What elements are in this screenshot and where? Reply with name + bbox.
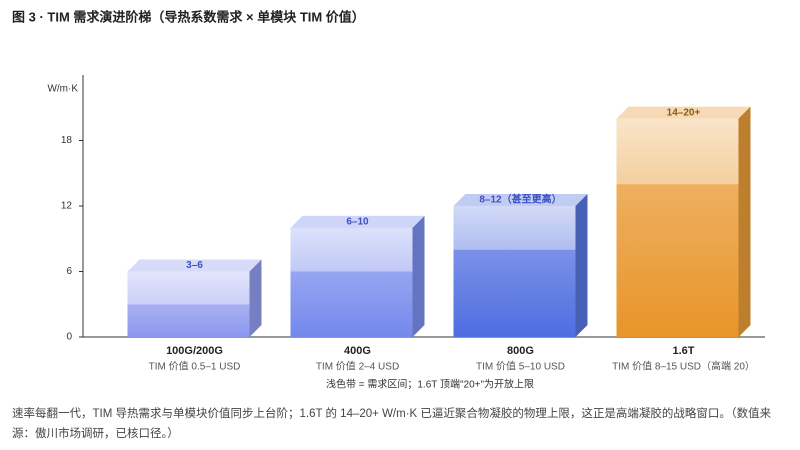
x-tick-note: TIM 价值 2–4 USD [316,360,399,373]
x-tick-note: TIM 价值 8–15 USD（高端 20） [612,360,755,373]
bar-side [575,194,588,337]
y-tick-label: 0 [66,332,72,343]
range-band [290,227,413,272]
range-band [616,118,739,185]
bar-side [412,215,425,337]
bar-side [249,259,262,337]
data-label: 3–6 [186,260,203,271]
x-tick-label: 100G/200G [166,345,223,357]
x-tick-note: TIM 价值 5–10 USD [476,360,565,373]
range-band [453,206,576,250]
bar-base [127,304,250,337]
bar-top [616,106,751,119]
x-tick-label: 400G [344,345,371,357]
bar-top [290,215,425,228]
bar-side [738,106,751,338]
bar-base [616,184,739,337]
data-label: 14–20+ [667,107,701,118]
x-tick-note: TIM 价值 0.5–1 USD [149,360,241,373]
y-tick-label: 18 [61,135,73,146]
bar-base [453,249,576,337]
data-label: 6–10 [346,216,369,227]
bar-base [290,271,413,337]
y-tick-label: 12 [61,201,73,212]
chart-note: 浅色带 = 需求区间；1.6T 顶端"20+"为开放上限 [326,378,534,391]
bar-top [127,259,262,272]
x-tick-label: 1.6T [672,345,694,357]
y-tick-label: 6 [66,266,72,277]
range-band [127,271,250,305]
data-label: 8–12（甚至更高） [479,193,561,206]
chart-title: 图 3 · TIM 需求演进阶梯（导热系数需求 × 单模块 TIM 价值） [12,9,365,24]
bar-top [453,194,588,206]
chart: 图 3 · TIM 需求演进阶梯（导热系数需求 × 单模块 TIM 价值） W/… [12,9,765,391]
x-tick-label: 800G [507,345,534,357]
caption: 速率每翻一代，TIM 导热需求与单模块价值同步上台阶；1.6T 的 14–20+… [12,408,772,440]
y-axis-unit: W/m·K [47,84,78,95]
